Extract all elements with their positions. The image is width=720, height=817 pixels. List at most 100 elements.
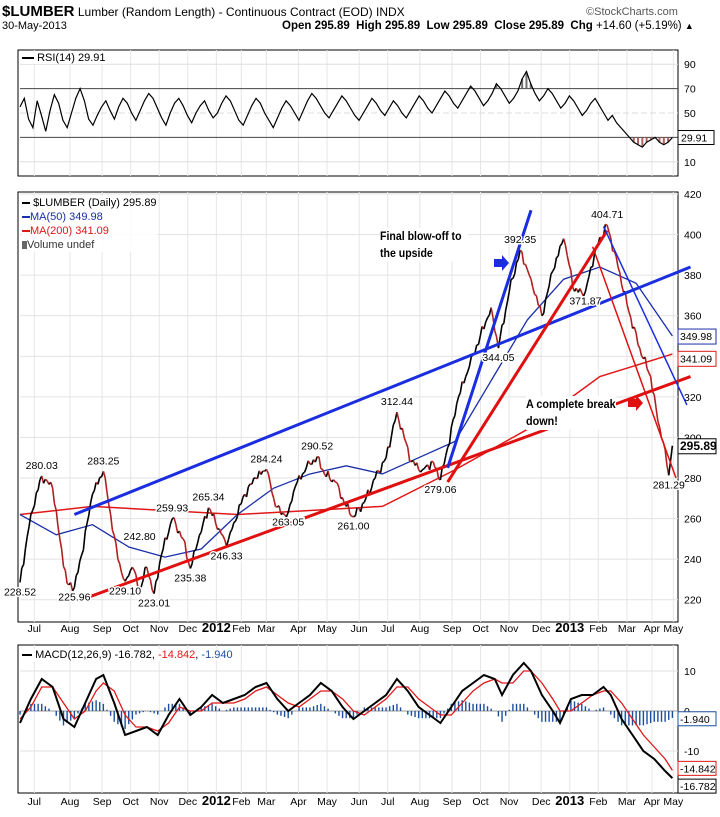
- price-segment: [35, 489, 39, 494]
- x-axis-tick-label: Nov: [500, 796, 519, 808]
- chart-header-title: $LUMBER Lumber (Random Length) - Continu…: [2, 3, 405, 20]
- price-point-label: 290.52: [301, 441, 333, 453]
- price-tick-label: 280: [684, 473, 702, 485]
- price-segment: [501, 322, 505, 326]
- price-segment: [613, 251, 617, 257]
- price-segment: [397, 419, 402, 430]
- price-segment: [338, 487, 342, 499]
- chg-label: Chg: [570, 20, 593, 32]
- blue-arrow-icon: [494, 255, 509, 271]
- price-segment: [503, 310, 507, 324]
- price-segment: [217, 527, 220, 531]
- legend-volume: Volume undef: [22, 238, 157, 252]
- macd-legend: MACD(12,26,9) -16.782, -14.842, -1.940: [22, 649, 233, 661]
- rsi-last-value-box: [677, 130, 715, 146]
- price-segment: [626, 304, 630, 312]
- price-segment: [117, 558, 121, 564]
- price-point-label: 242.80: [124, 531, 156, 543]
- price-segment: [200, 523, 204, 533]
- ma50-line: [19, 266, 673, 558]
- x-axis-tick-label: Dec: [532, 623, 551, 635]
- x-axis-tick-label: Mar: [257, 796, 276, 808]
- macd-signal-value: -14.842: [157, 649, 196, 661]
- price-segment: [218, 528, 222, 534]
- price-segment: [584, 283, 588, 292]
- rsi-legend-label: RSI(14) 29.91: [37, 52, 106, 64]
- trendline-blue-top-decline: [602, 226, 688, 406]
- x-axis-tick-label: Apr: [290, 796, 307, 808]
- price-segment: [376, 469, 380, 473]
- price-segment: [320, 467, 323, 471]
- price-segment: [205, 507, 210, 519]
- x-axis-tick-label: Nov: [500, 623, 519, 635]
- price-segment: [189, 563, 193, 569]
- price-segment: [182, 538, 186, 543]
- price-segment: [619, 272, 623, 285]
- x-axis-tick-label: Dec: [178, 623, 197, 635]
- price-segment: [363, 497, 367, 503]
- macd-tick-label: 10: [684, 666, 696, 678]
- rsi-legend-swatch: [22, 57, 34, 60]
- price-point-label: 225.96: [58, 592, 90, 604]
- price-segment: [175, 524, 179, 534]
- price-segment: [532, 287, 536, 295]
- price-segment: [617, 266, 621, 273]
- price-tick-label: 320: [684, 392, 702, 404]
- legend-price-label: $LUMBER (Daily) 295.89: [33, 197, 157, 209]
- price-segment: [282, 512, 286, 516]
- chg-up-arrow-icon: ▲: [684, 21, 694, 31]
- x-axis-tick-label: Dec: [532, 796, 551, 808]
- price-segment: [169, 518, 173, 525]
- price-segment: [321, 469, 326, 475]
- price-segment: [80, 549, 85, 556]
- price-segment: [559, 243, 563, 247]
- price-segment: [222, 535, 226, 541]
- chg-value: +14.60 (+5.19%): [595, 20, 682, 32]
- price-point-label: 280.03: [26, 460, 58, 472]
- price-segment: [79, 554, 83, 562]
- price-segment: [504, 301, 509, 311]
- price-segment: [499, 324, 503, 337]
- price-segment: [669, 445, 674, 461]
- price-segment: [22, 548, 27, 565]
- x-axis-tick-label: Feb: [589, 796, 607, 808]
- price-segment: [428, 461, 433, 470]
- price-segment: [84, 523, 88, 532]
- price-segment: [173, 517, 177, 525]
- price-segment: [555, 255, 559, 259]
- price-point-label: 284.24: [250, 453, 282, 465]
- rsi-tick-label: 10: [684, 157, 696, 169]
- macd-hist-last-value: -1.940: [680, 714, 710, 726]
- price-segment: [637, 344, 641, 349]
- price-segment: [140, 579, 144, 587]
- price-segment: [615, 256, 619, 268]
- price-segment: [409, 460, 412, 463]
- x-axis-tick-label: Mar: [618, 796, 637, 808]
- high-value: 295.89: [384, 20, 421, 32]
- price-segment: [638, 347, 643, 357]
- price-segment: [21, 564, 25, 569]
- price-point-label: 344.05: [482, 352, 514, 364]
- price-segment: [628, 311, 632, 318]
- price-segment: [198, 531, 202, 536]
- exchange-label: INDX: [376, 5, 405, 19]
- price-segment: [486, 314, 491, 319]
- rsi-last-value: 29.91: [681, 133, 707, 145]
- price-segment: [383, 457, 387, 462]
- x-axis-tick-label: Nov: [150, 623, 169, 635]
- price-segment: [302, 471, 305, 475]
- price-segment: [131, 566, 135, 571]
- price-legend: $LUMBER (Daily) 295.89 MA(50) 349.98 MA(…: [22, 196, 157, 252]
- price-segment: [649, 376, 654, 392]
- price-segment: [196, 535, 201, 544]
- price-segment: [557, 245, 561, 257]
- price-segment: [115, 543, 119, 560]
- high-label: High: [356, 20, 382, 32]
- date-label: 30-May-2013: [2, 20, 67, 32]
- x-axis-tick-label: Sep: [443, 796, 462, 808]
- price-point-label: 312.44: [381, 396, 413, 408]
- price-segment: [372, 477, 376, 481]
- legend-ma50: MA(50) 349.98: [22, 210, 157, 224]
- x-axis-tick-label: Sep: [93, 796, 112, 808]
- price-segment: [97, 477, 101, 485]
